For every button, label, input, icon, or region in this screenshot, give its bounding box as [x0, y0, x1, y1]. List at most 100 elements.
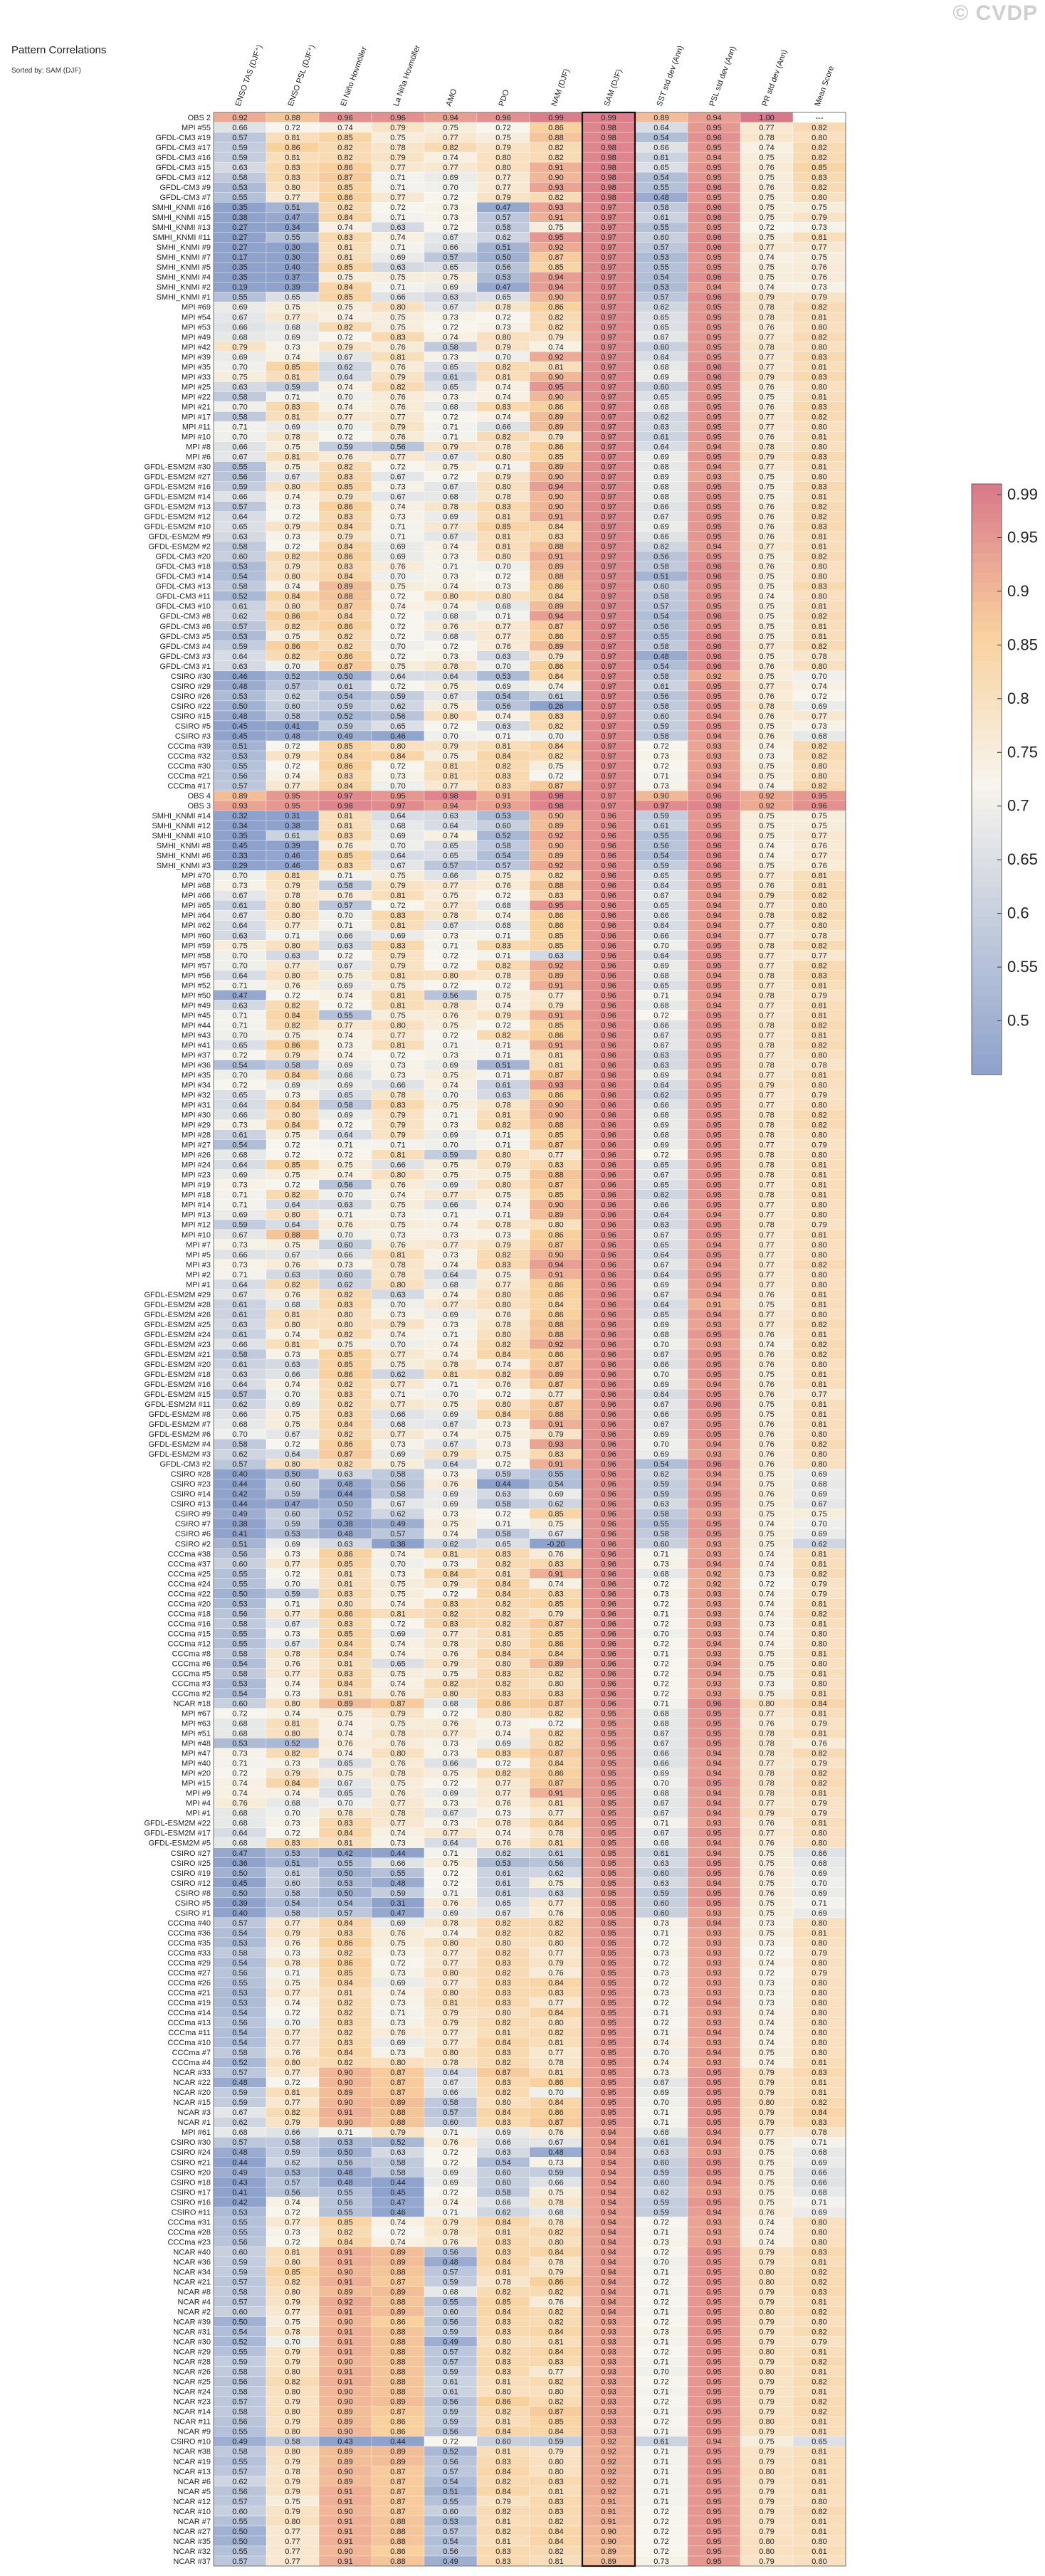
- cell-value-label: 0.35: [232, 273, 247, 282]
- cell-value-label: 0.56: [390, 712, 405, 721]
- cell-value-label: 0.79: [443, 2009, 458, 2017]
- cell-value-label: 0.95: [706, 513, 721, 522]
- cell-value-label: 0.95: [285, 792, 300, 801]
- cell-value-label: 0.98: [601, 194, 616, 202]
- cell-value-label: 0.54: [653, 134, 668, 142]
- cell-value-label: 0.78: [390, 144, 405, 152]
- cell-value-label: 0.68: [443, 1700, 458, 1709]
- cell-value-label: 0.93: [548, 204, 563, 212]
- cell-value-label: 0.85: [337, 742, 352, 751]
- cell-value-label: 0.81: [390, 1610, 405, 1618]
- cell-value-label: 0.91: [495, 792, 510, 801]
- cell-value-label: 0.80: [285, 912, 300, 920]
- cell-value-label: 0.84: [337, 613, 352, 621]
- cell-value-label: 0.72: [232, 1710, 247, 1719]
- cell-value-label: 0.64: [653, 882, 668, 890]
- cell-value-label: 0.67: [443, 692, 458, 701]
- cell-value-label: 0.72: [653, 1979, 668, 1988]
- cell-value-label: 0.82: [548, 752, 563, 761]
- cell-value-label: 0.73: [390, 1570, 405, 1578]
- cell-value-label: 0.71: [232, 423, 247, 431]
- cell-value-label: 0.61: [653, 822, 668, 830]
- cell-value-label: 0.64: [337, 373, 352, 381]
- cell-value-label: 0.58: [653, 643, 668, 651]
- cell-value-label: 0.83: [495, 2118, 510, 2127]
- cell-value-label: 0.72: [653, 1999, 668, 2007]
- cell-value-label: 0.75: [759, 393, 774, 401]
- cell-value-label: 0.63: [390, 223, 405, 232]
- cell-value-label: 0.80: [495, 453, 510, 461]
- cell-value-label: 0.95: [706, 1191, 721, 1200]
- cell-value-label: 0.89: [548, 852, 563, 860]
- cell-value-label: 0.80: [812, 1430, 826, 1439]
- cell-value-label: 0.73: [285, 1949, 300, 1958]
- cell-value-label: 0.76: [390, 1690, 405, 1699]
- cell-value-label: 0.54: [232, 2009, 247, 2017]
- cell-value-label: 0.89: [337, 2089, 352, 2097]
- cell-value-label: 0.81: [812, 1410, 826, 1419]
- cell-value-label: 0.74: [390, 603, 405, 611]
- cell-value-label: 0.56: [653, 842, 668, 850]
- cell-value-label: 0.84: [337, 1979, 352, 1988]
- cell-value-label: 0.64: [232, 971, 247, 980]
- cell-value-label: 0.97: [601, 732, 616, 741]
- cell-value-label: 0.75: [495, 134, 510, 142]
- cell-value-label: 0.77: [759, 931, 774, 940]
- cell-value-label: 0.89: [548, 413, 563, 421]
- cell-value-label: 0.93: [706, 1630, 721, 1638]
- cell-value-label: 0.63: [653, 1221, 668, 1230]
- cell-value-label: 0.83: [495, 2079, 510, 2087]
- cell-value-label: 0.95: [812, 792, 826, 801]
- cell-value-label: 0.96: [601, 1450, 616, 1459]
- cell-value-label: 0.98: [706, 802, 721, 811]
- cell-value-label: 0.77: [759, 1800, 774, 1808]
- cell-value-label: 0.95: [601, 1909, 616, 1918]
- cell-value-label: 0.69: [653, 961, 668, 970]
- cell-value-label: 0.73: [812, 283, 826, 292]
- cell-value-label: 0.72: [653, 2019, 668, 2027]
- cell-value-label: 0.63: [548, 1889, 563, 1898]
- cell-value-label: 0.81: [495, 1570, 510, 1578]
- cell-value-label: 0.72: [232, 1082, 247, 1090]
- cell-value-label: 0.69: [443, 1181, 458, 1190]
- cell-value-label: 0.60: [653, 2158, 668, 2167]
- cell-value-label: 0.67: [443, 303, 458, 312]
- cell-value-label: 0.95: [706, 1112, 721, 1120]
- cell-value-label: 0.70: [337, 1191, 352, 1200]
- cell-value-label: 0.66: [285, 1371, 300, 1379]
- cell-value-label: 0.53: [232, 1740, 247, 1748]
- cell-value-label: 0.88: [548, 1171, 563, 1180]
- cell-value-label: 0.75: [759, 603, 774, 611]
- cell-value-label: 0.96: [601, 961, 616, 970]
- cell-value-label: 0.55: [653, 832, 668, 840]
- cell-value-label: 0.70: [232, 951, 247, 960]
- cell-value-label: 0.71: [390, 283, 405, 292]
- cell-value-label: 0.83: [548, 533, 563, 542]
- cell-value-label: 0.77: [285, 782, 300, 791]
- cell-value-label: 0.85: [337, 293, 352, 302]
- cell-value-label: 0.80: [812, 902, 826, 910]
- cell-value-label: 0.98: [601, 164, 616, 172]
- cell-value-label: 0.95: [548, 902, 563, 910]
- cell-value-label: 0.95: [706, 822, 721, 830]
- cell-value-label: 0.97: [601, 453, 616, 461]
- cell-value-label: 0.97: [601, 782, 616, 791]
- cell-value-label: 0.69: [812, 702, 826, 711]
- cell-value-label: 0.95: [601, 1919, 616, 1928]
- cell-value-label: 0.79: [390, 1710, 405, 1719]
- cell-value-label: 0.78: [443, 663, 458, 671]
- cell-value-label: 0.67: [443, 453, 458, 461]
- cell-value-label: 0.86: [548, 403, 563, 411]
- cell-value-label: 0.69: [390, 553, 405, 561]
- cell-value-label: 0.79: [812, 991, 826, 1000]
- cell-value-label: 0.95: [706, 1899, 721, 1908]
- cell-value-label: 0.69: [443, 1909, 458, 1918]
- cell-value-label: 0.65: [337, 1092, 352, 1100]
- cell-value-label: 0.81: [812, 1620, 826, 1628]
- cell-value-label: 0.72: [337, 951, 352, 960]
- cell-value-label: 0.53: [232, 633, 247, 641]
- cell-value-label: 0.78: [285, 892, 300, 900]
- cell-value-label: 0.72: [390, 1959, 405, 1968]
- cell-value-label: 0.77: [759, 1031, 774, 1040]
